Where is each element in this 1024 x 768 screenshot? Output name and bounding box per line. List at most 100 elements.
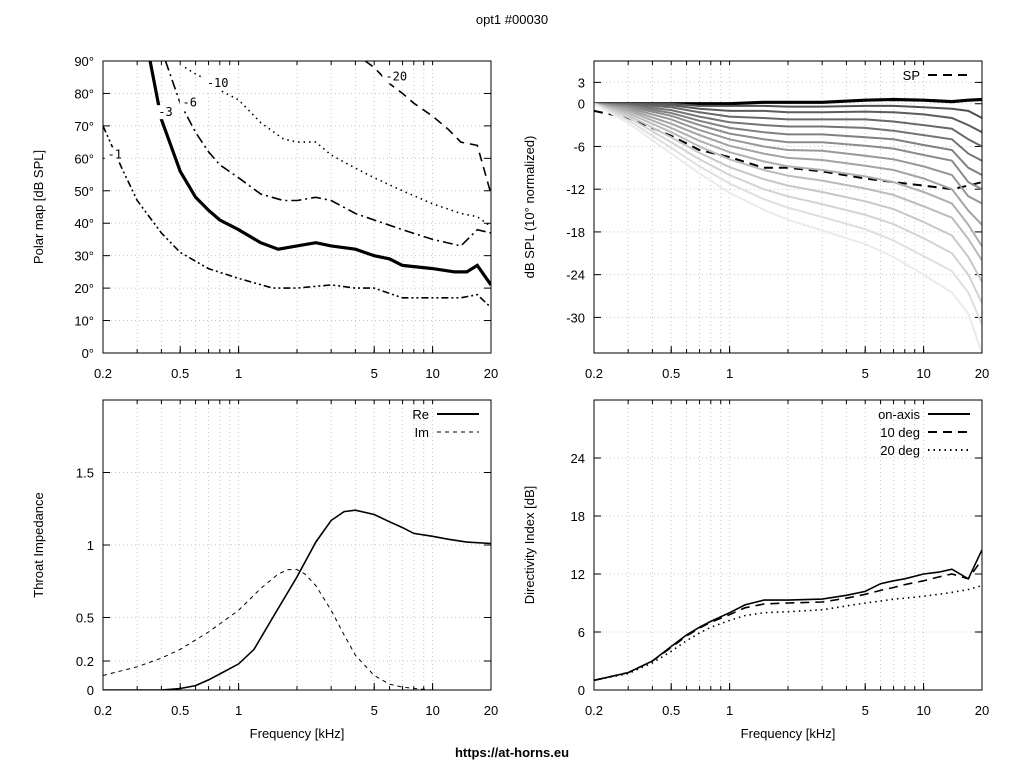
series-line--3 — [148, 61, 491, 286]
y-tick-label: 0 — [578, 97, 585, 112]
y-tick-label: -12 — [566, 182, 585, 197]
series-line-angle-6 — [594, 102, 982, 176]
annotation-bg — [179, 95, 200, 110]
y-axis-label: dB SPL (10° normalized) — [522, 136, 537, 279]
legend-label: SP — [903, 68, 920, 83]
x-tick-label: 0.5 — [662, 703, 680, 718]
series-line-SP — [594, 109, 982, 191]
y-axis-label: Polar map [dB SPL] — [31, 150, 46, 264]
series-line-angle-8 — [594, 102, 982, 205]
legend-label: Im — [415, 425, 429, 440]
y-tick-label: 3 — [578, 75, 585, 90]
annotation-bg — [104, 147, 125, 162]
legend-label: 20 deg — [880, 443, 920, 458]
y-tick-label: 0.5 — [76, 611, 94, 626]
x-tick-label: 10 — [425, 366, 439, 381]
x-tick-label: 20 — [484, 703, 498, 718]
x-tick-label: 0.2 — [585, 703, 603, 718]
x-axis-label: Frequency [kHz] — [250, 726, 345, 741]
x-tick-label: 0.5 — [662, 366, 680, 381]
plot-frame — [102, 399, 492, 691]
y-tick-label: -24 — [566, 268, 585, 283]
x-tick-label: 20 — [975, 366, 989, 381]
contour-label: -6 — [183, 95, 197, 109]
x-tick-label: 1 — [726, 703, 733, 718]
y-tick-label: 70° — [74, 119, 94, 134]
x-tick-label: 0.2 — [94, 703, 112, 718]
x-tick-label: 20 — [975, 703, 989, 718]
x-tick-label: 1 — [235, 366, 242, 381]
plot-frame — [593, 399, 983, 691]
y-axis-label: Directivity Index [dB] — [522, 486, 537, 605]
y-tick-label: 20° — [74, 281, 94, 296]
plot-frame — [102, 60, 492, 354]
series-line-Im — [103, 569, 491, 690]
x-tick-label: 10 — [916, 703, 930, 718]
y-tick-label: 40° — [74, 216, 94, 231]
x-tick-label: 5 — [371, 366, 378, 381]
annotation-bg — [203, 75, 232, 90]
series-line-angle-9 — [594, 102, 982, 226]
normalized-spl-panel: 3 0 -6 -12 -18 -24 -30 0.2 0.5 1 5 10 20 dB SPL (10° … — [522, 60, 989, 381]
y-tick-label: -30 — [566, 310, 585, 325]
y-tick-label: 1 — [87, 538, 94, 553]
y-tick-label: -6 — [573, 139, 585, 154]
x-tick-label: 10 — [425, 703, 439, 718]
x-tick-label: 0.2 — [94, 366, 112, 381]
series-line-angle-12 — [594, 102, 982, 283]
y-tick-label: 0 — [578, 683, 585, 698]
series-line-angle-7 — [594, 102, 982, 191]
y-tick-label: 90° — [74, 54, 94, 69]
series-line-angle-10 — [594, 102, 982, 247]
legend-label: 10 deg — [880, 425, 920, 440]
series-line-angle-2 — [594, 102, 982, 119]
series-line--20 — [364, 61, 491, 195]
legend-label: Re — [412, 407, 429, 422]
figure-title: opt1 #00030 — [476, 12, 548, 27]
series-line--10 — [184, 66, 491, 228]
x-tick-label: 1 — [726, 366, 733, 381]
annotation-bg — [155, 105, 176, 120]
contour-label: -10 — [207, 76, 229, 90]
throat-impedance-plot-area — [103, 509, 491, 690]
polar-map-panel: 0° 10° 20° 30° 40° 50° 60° 70° 80° 90° 0.2 0.5 1 5 10 2… — [31, 54, 498, 381]
series-line-angle-11 — [594, 102, 982, 261]
series-line-angle-4 — [594, 102, 982, 148]
y-tick-label: 0 — [87, 683, 94, 698]
series-line-angle-5 — [594, 102, 982, 162]
y-tick-label: 24 — [571, 451, 585, 466]
y-tick-label: 10° — [74, 314, 94, 329]
y-tick-label: 60° — [74, 151, 94, 166]
x-axis-label: Frequency [kHz] — [741, 726, 836, 741]
y-axis-label: Throat Impedance — [31, 492, 46, 598]
y-tick-label: 50° — [74, 184, 94, 199]
polar-map-plot-area — [103, 61, 491, 309]
x-tick-label: 5 — [371, 703, 378, 718]
legend-label: on-axis — [878, 407, 920, 422]
series-line-angle-13 — [594, 102, 982, 304]
directivity-index-plot-area — [594, 549, 982, 682]
series-line-20-deg — [594, 584, 982, 682]
x-tick-label: 20 — [484, 366, 498, 381]
x-tick-label: 1 — [235, 703, 242, 718]
series-line-angle-14 — [594, 102, 982, 325]
x-tick-label: 5 — [862, 366, 869, 381]
y-tick-label: 1.5 — [76, 466, 94, 481]
y-tick-label: 30° — [74, 249, 94, 264]
contour-label: -1 — [108, 147, 122, 161]
normalized-spl-plot-area — [594, 97, 982, 353]
plot-frame — [593, 60, 983, 354]
series-line--6 — [164, 61, 491, 247]
directivity-index-panel: 0 6 12 18 24 0.2 0.5 1 5 10 20 Frequency [kHz] Direc… — [522, 399, 989, 741]
y-tick-label: 0.2 — [76, 654, 94, 669]
x-tick-label: 0.2 — [585, 366, 603, 381]
contour-label: -3 — [158, 105, 172, 119]
series-line-10-deg — [594, 559, 982, 682]
series-line-angle-3 — [594, 102, 982, 134]
x-tick-label: 10 — [916, 366, 930, 381]
series-line--1 — [103, 125, 491, 309]
y-tick-label: 12 — [571, 567, 585, 582]
y-tick-label: 0° — [82, 346, 94, 361]
